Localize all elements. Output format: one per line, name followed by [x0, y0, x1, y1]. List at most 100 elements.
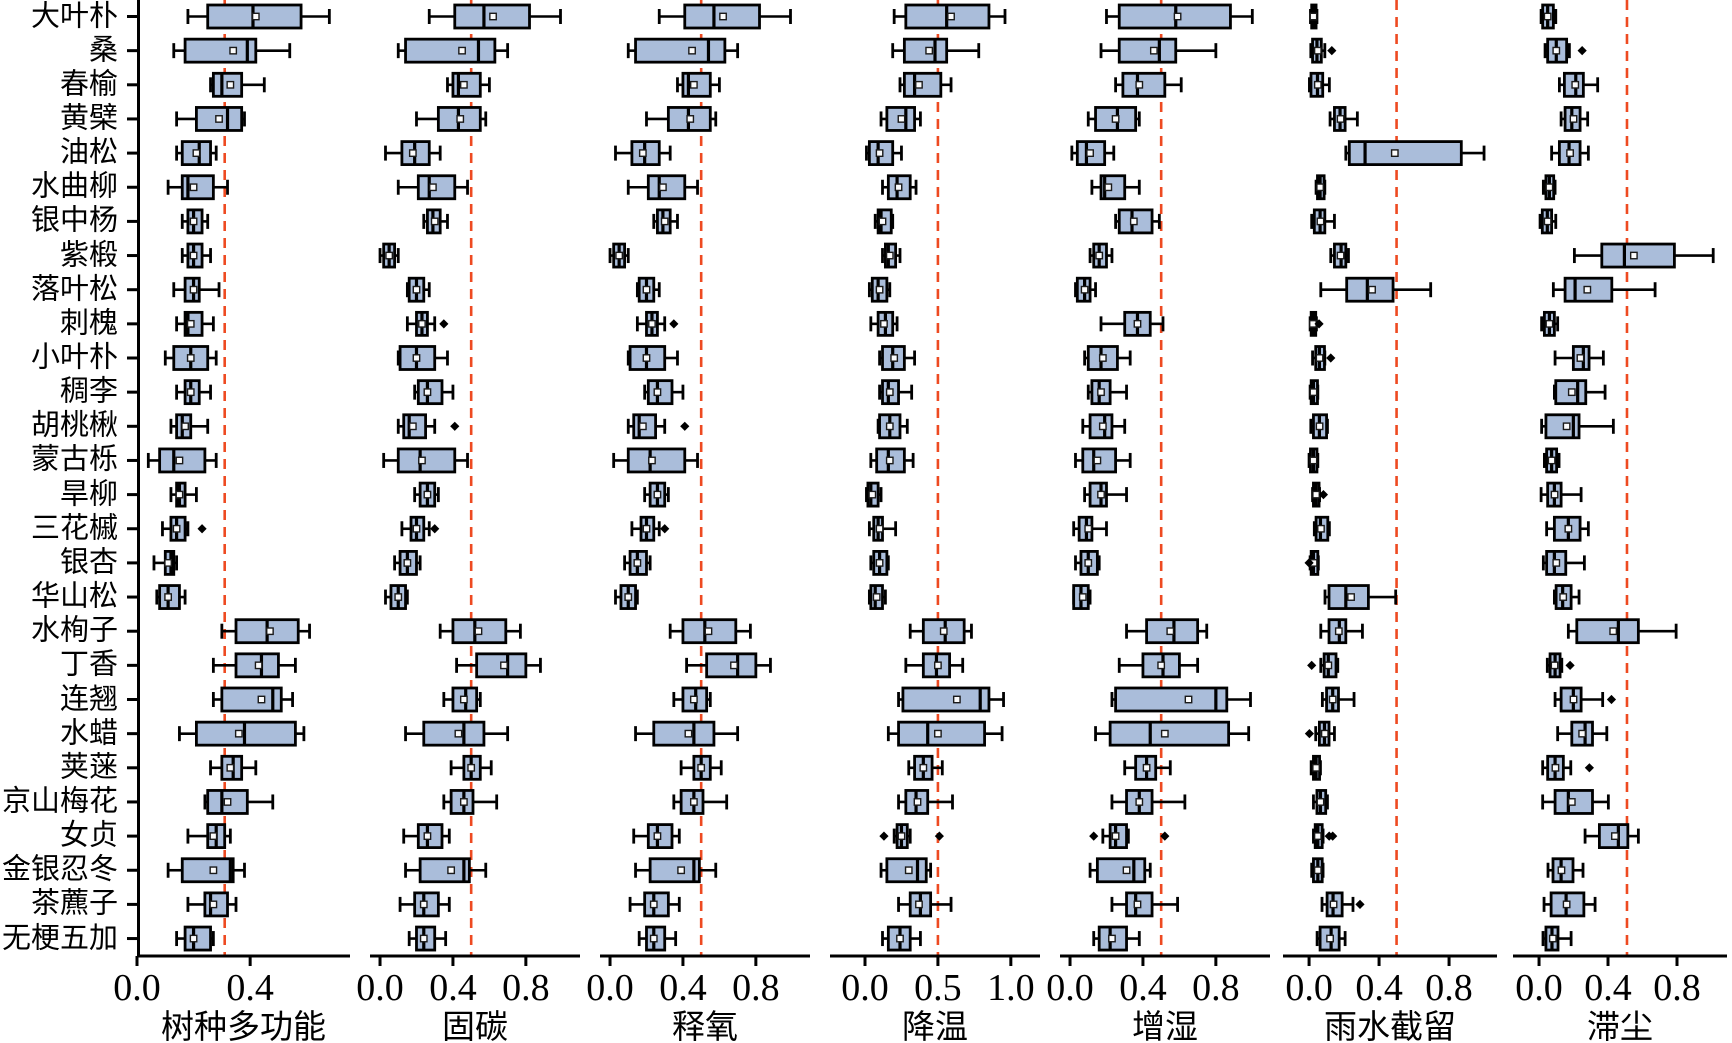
boxplot-panel5-row22	[1094, 720, 1251, 747]
boxplot-panel6-row28	[1315, 925, 1347, 952]
boxplot-panel4-row20	[904, 652, 965, 679]
mean-marker	[1142, 763, 1151, 772]
mean-marker	[875, 524, 884, 533]
boxplot-panel1-row17	[152, 550, 179, 576]
boxplot-panel7-row15	[1539, 481, 1583, 508]
mean-marker	[1316, 183, 1324, 192]
mean-marker	[226, 763, 235, 772]
x-tick-label: 0.4	[1355, 967, 1403, 1009]
boxplot-panel6-row20	[1307, 652, 1340, 679]
mean-marker	[653, 490, 662, 499]
mean-marker	[1173, 12, 1182, 21]
mean-marker	[257, 695, 266, 704]
outlier-diamond	[1606, 694, 1617, 705]
boxplot-panel4-row17	[869, 550, 890, 576]
mean-marker	[1567, 388, 1576, 397]
mean-marker	[1316, 217, 1325, 226]
species-label-16: 三花槭	[30, 512, 118, 545]
boxplot-panel4-row1	[892, 3, 1007, 30]
x-tick-label: 0.4	[429, 967, 477, 1009]
mean-marker	[653, 388, 662, 397]
boxplot-panel1-row24	[203, 789, 275, 815]
mean-marker	[419, 900, 428, 909]
mean-marker	[1122, 866, 1131, 875]
mean-marker	[1104, 183, 1113, 192]
boxplot-panel2-row6	[396, 174, 469, 201]
boxplot-panel1-row23	[209, 754, 258, 781]
x-tick-label: 0.8	[732, 967, 780, 1009]
boxplot-panel3-row11	[626, 345, 679, 371]
boxplot-panel7-row28	[1541, 925, 1573, 952]
mean-marker	[385, 251, 394, 260]
mean-marker	[934, 661, 942, 670]
boxplot-panel6-row18	[1323, 584, 1398, 610]
mean-marker	[885, 422, 894, 431]
boxplot-panel6-row7	[1310, 208, 1336, 235]
boxplot-panel4-row8	[881, 242, 902, 269]
species-label-20: 丁香	[59, 648, 118, 681]
boxplot-panel1-row2	[172, 37, 292, 64]
mean-marker	[1566, 149, 1574, 157]
mean-marker	[467, 763, 476, 772]
mean-marker	[1312, 763, 1320, 772]
boxplot-panel7-row6	[1541, 174, 1557, 201]
boxplot-panel5-row23	[1123, 754, 1172, 781]
boxplot-panel6-row12	[1308, 379, 1320, 406]
mean-marker	[189, 217, 198, 226]
boxplot-panel4-row12	[878, 379, 914, 406]
mean-marker	[1334, 627, 1343, 636]
mean-marker	[689, 80, 698, 89]
species-label-18: 华山松	[30, 580, 118, 613]
panel-title: 释氧	[672, 1009, 738, 1043]
boxplot-panel6-row8	[1329, 242, 1350, 269]
mean-marker	[1548, 934, 1557, 943]
boxplot-panel1-row4	[175, 106, 246, 132]
mean-marker	[1629, 251, 1638, 260]
mean-marker	[704, 627, 713, 636]
boxplot-panel2-row10	[405, 310, 449, 337]
mean-marker	[896, 934, 904, 943]
mean-marker	[1315, 354, 1324, 362]
boxplot-panel2-row19	[438, 618, 522, 645]
boxplot-panel1-row25	[186, 823, 232, 849]
boxplot-panel1-row14	[146, 447, 218, 474]
mean-marker	[688, 46, 696, 55]
mean-marker	[186, 388, 195, 397]
species-label-17: 银杏	[59, 546, 118, 579]
boxplot-panel3-row19	[668, 618, 752, 645]
boxplot-panel5-row26	[1088, 857, 1152, 884]
mean-marker	[1336, 115, 1345, 123]
boxplot-panel2-row22	[404, 720, 510, 747]
boxplot-panel7-row18	[1552, 584, 1581, 610]
mean-marker	[408, 149, 417, 157]
outlier-diamond	[1565, 660, 1575, 670]
boxplot-panel1-row16	[161, 515, 207, 542]
boxplot-panel1-row26	[166, 857, 246, 884]
mean-marker	[428, 183, 437, 192]
boxplot-panel5-row6	[1090, 174, 1141, 201]
x-tick-label: 0.4	[1119, 967, 1167, 1009]
mean-marker	[209, 900, 218, 909]
boxplot-panel5-row17	[1074, 550, 1101, 576]
panel-title: 固碳	[442, 1009, 508, 1043]
outlier-diamond	[1326, 353, 1336, 363]
boxplot-panel4-row24	[897, 789, 954, 815]
boxplot-panel4-row9	[867, 276, 892, 303]
boxplot-panel3-row18	[614, 584, 639, 610]
mean-marker	[1571, 80, 1580, 89]
boxplot-panel7-row24	[1541, 789, 1610, 815]
mean-marker	[897, 115, 906, 123]
mean-marker	[1149, 46, 1158, 55]
boxplot-panel7-row12	[1552, 379, 1607, 406]
boxplot-panel2-row1	[427, 3, 562, 30]
boxplot-panel3-row26	[634, 857, 718, 884]
boxplot-panel7-row27	[1542, 891, 1597, 918]
boxplot-panel4-row6	[881, 174, 918, 201]
boxplot-panel7-row16	[1545, 515, 1590, 542]
mean-marker	[1550, 490, 1559, 499]
mean-marker	[1368, 285, 1376, 294]
mean-marker	[1080, 285, 1089, 294]
mean-marker	[925, 46, 934, 55]
mean-marker	[1093, 456, 1102, 465]
mean-marker	[642, 285, 651, 294]
